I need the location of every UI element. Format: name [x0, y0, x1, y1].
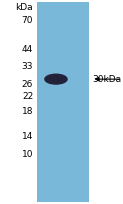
Text: 30kDa: 30kDa [93, 75, 122, 84]
Text: 44: 44 [22, 45, 33, 54]
Text: kDa: kDa [16, 3, 33, 12]
Text: 14: 14 [22, 132, 33, 141]
Text: 70: 70 [22, 16, 33, 25]
Text: 22: 22 [22, 92, 33, 101]
Text: 26: 26 [22, 80, 33, 89]
Text: 18: 18 [22, 107, 33, 116]
Ellipse shape [45, 74, 67, 84]
Text: 33: 33 [22, 62, 33, 71]
FancyBboxPatch shape [37, 2, 89, 202]
Text: 10: 10 [22, 150, 33, 159]
